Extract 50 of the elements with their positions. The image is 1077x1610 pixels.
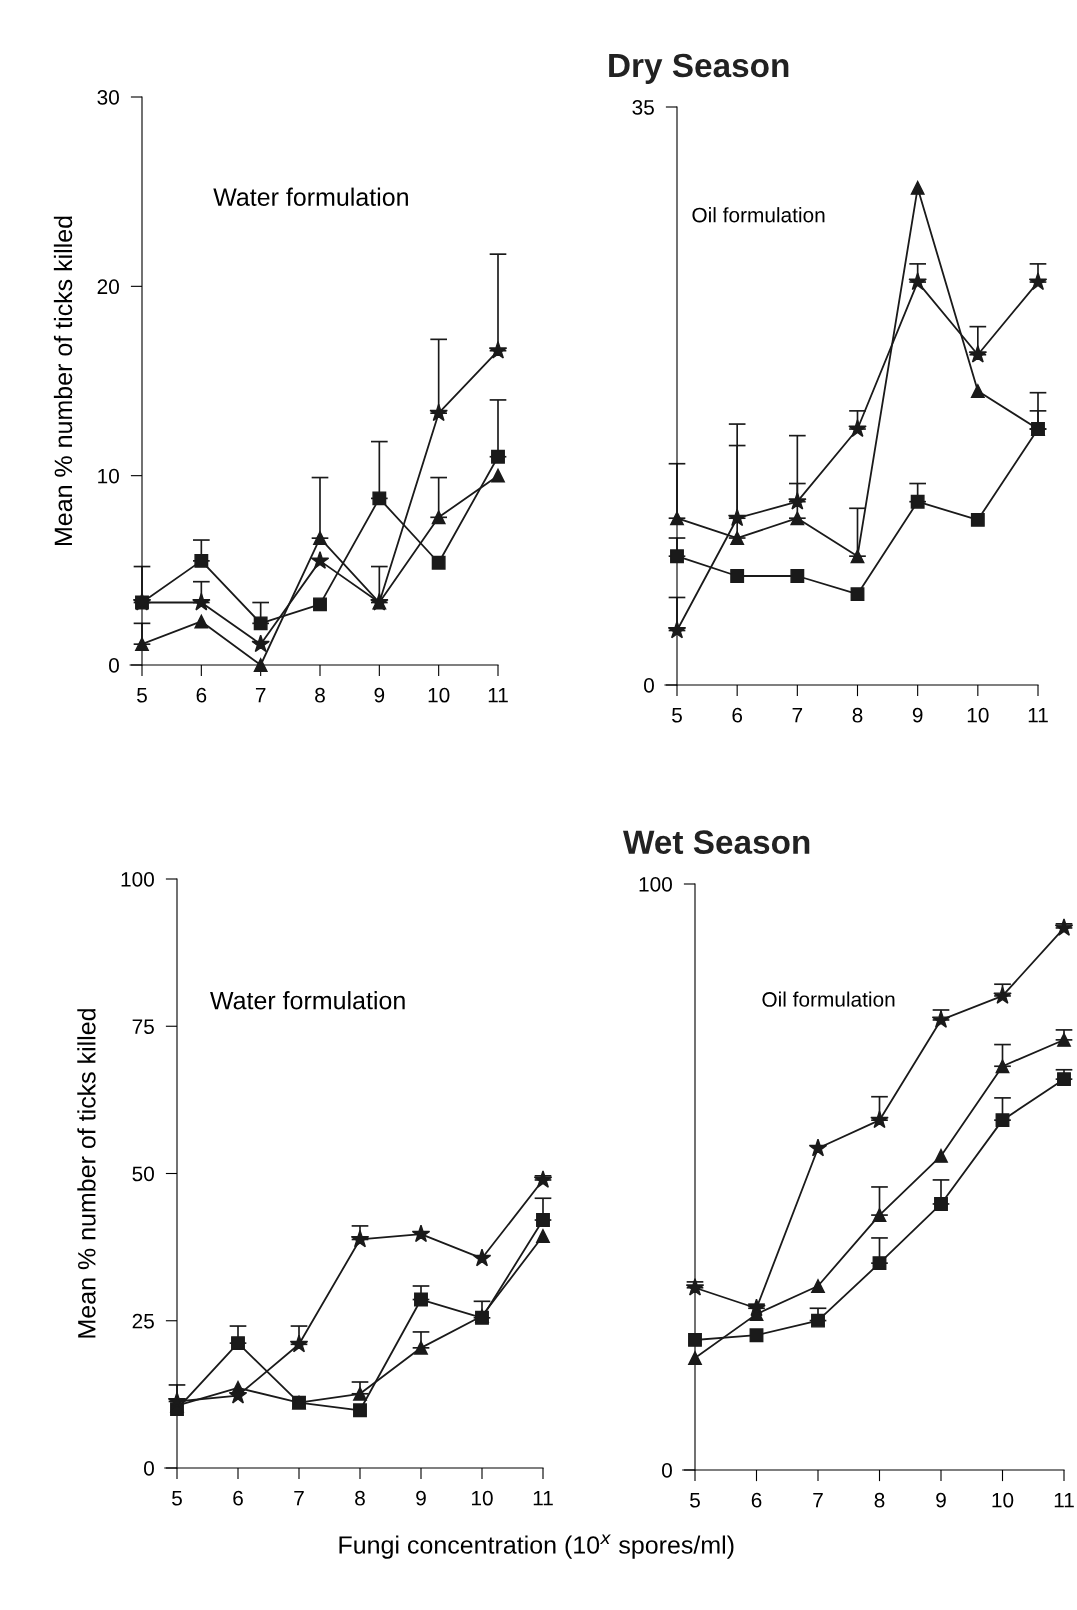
x-tick-label: 8: [874, 1492, 885, 1508]
x-tick-label: 9: [936, 1492, 946, 1508]
x-tick-label: 7: [813, 1492, 823, 1508]
annotation: Water formulation: [213, 187, 408, 206]
y-axis-title: Mean % number of ticks killed: [53, 216, 73, 545]
x-tick-label: 6: [233, 1490, 243, 1506]
x-tick-label: 5: [690, 1492, 700, 1508]
y-tick-label: 0: [144, 1461, 154, 1476]
x-tick-label: 6: [732, 707, 743, 723]
x-tick-label: 11: [488, 687, 508, 703]
x-tick-label: 10: [967, 707, 989, 723]
x-tick-label: 7: [294, 1490, 304, 1506]
x-tick-label: 5: [172, 1490, 182, 1506]
x-tick-label: 8: [355, 1490, 365, 1506]
x-tick-label: 8: [315, 687, 325, 703]
x-tick-label: 6: [196, 687, 207, 703]
y-tick-label: 20: [97, 279, 119, 295]
x-tick-label: 11: [533, 1490, 553, 1506]
x-tick-label: 5: [137, 687, 147, 703]
annotation: Oil formulation: [762, 991, 895, 1007]
y-tick-label: 100: [639, 877, 672, 892]
x-tick-label: 7: [792, 707, 803, 723]
x-axis-title: Fungi concentration (10$^{x}$ spores/ml): [339, 1534, 734, 1559]
y-tick-label: 25: [132, 1313, 154, 1329]
y-tick-label: 0: [662, 1463, 672, 1478]
y-tick-label: 0: [644, 678, 654, 693]
annotation: Water formulation: [210, 991, 405, 1010]
x-tick-label: 7: [255, 687, 266, 703]
chart-title: Wet Season: [623, 830, 810, 854]
y-tick-label: 75: [132, 1019, 154, 1034]
y-tick-label: 10: [98, 468, 119, 484]
x-tick-label: 6: [751, 1492, 762, 1508]
x-tick-label: 10: [472, 1490, 493, 1506]
x-tick-label: 9: [912, 707, 923, 723]
x-tick-label: 10: [992, 1492, 1014, 1508]
y-tick-label: 35: [632, 100, 654, 115]
annotation: Oil formulation: [692, 207, 825, 223]
x-tick-label: 10: [428, 687, 450, 703]
y-tick-label: 50: [132, 1166, 154, 1182]
x-tick-label: 11: [1054, 1492, 1074, 1508]
x-tick-label: 9: [374, 687, 385, 703]
y-tick-label: 0: [109, 658, 119, 673]
x-tick-label: 8: [852, 707, 863, 723]
x-tick-label: 9: [416, 1490, 426, 1506]
y-axis-title: Mean % number of ticks killed: [77, 1009, 96, 1338]
chart-title: Dry Season: [609, 53, 789, 84]
x-tick-label: 11: [1028, 707, 1048, 723]
y-tick-label: 30: [97, 90, 119, 105]
x-tick-label: 5: [672, 707, 682, 723]
y-tick-label: 100: [121, 872, 154, 887]
